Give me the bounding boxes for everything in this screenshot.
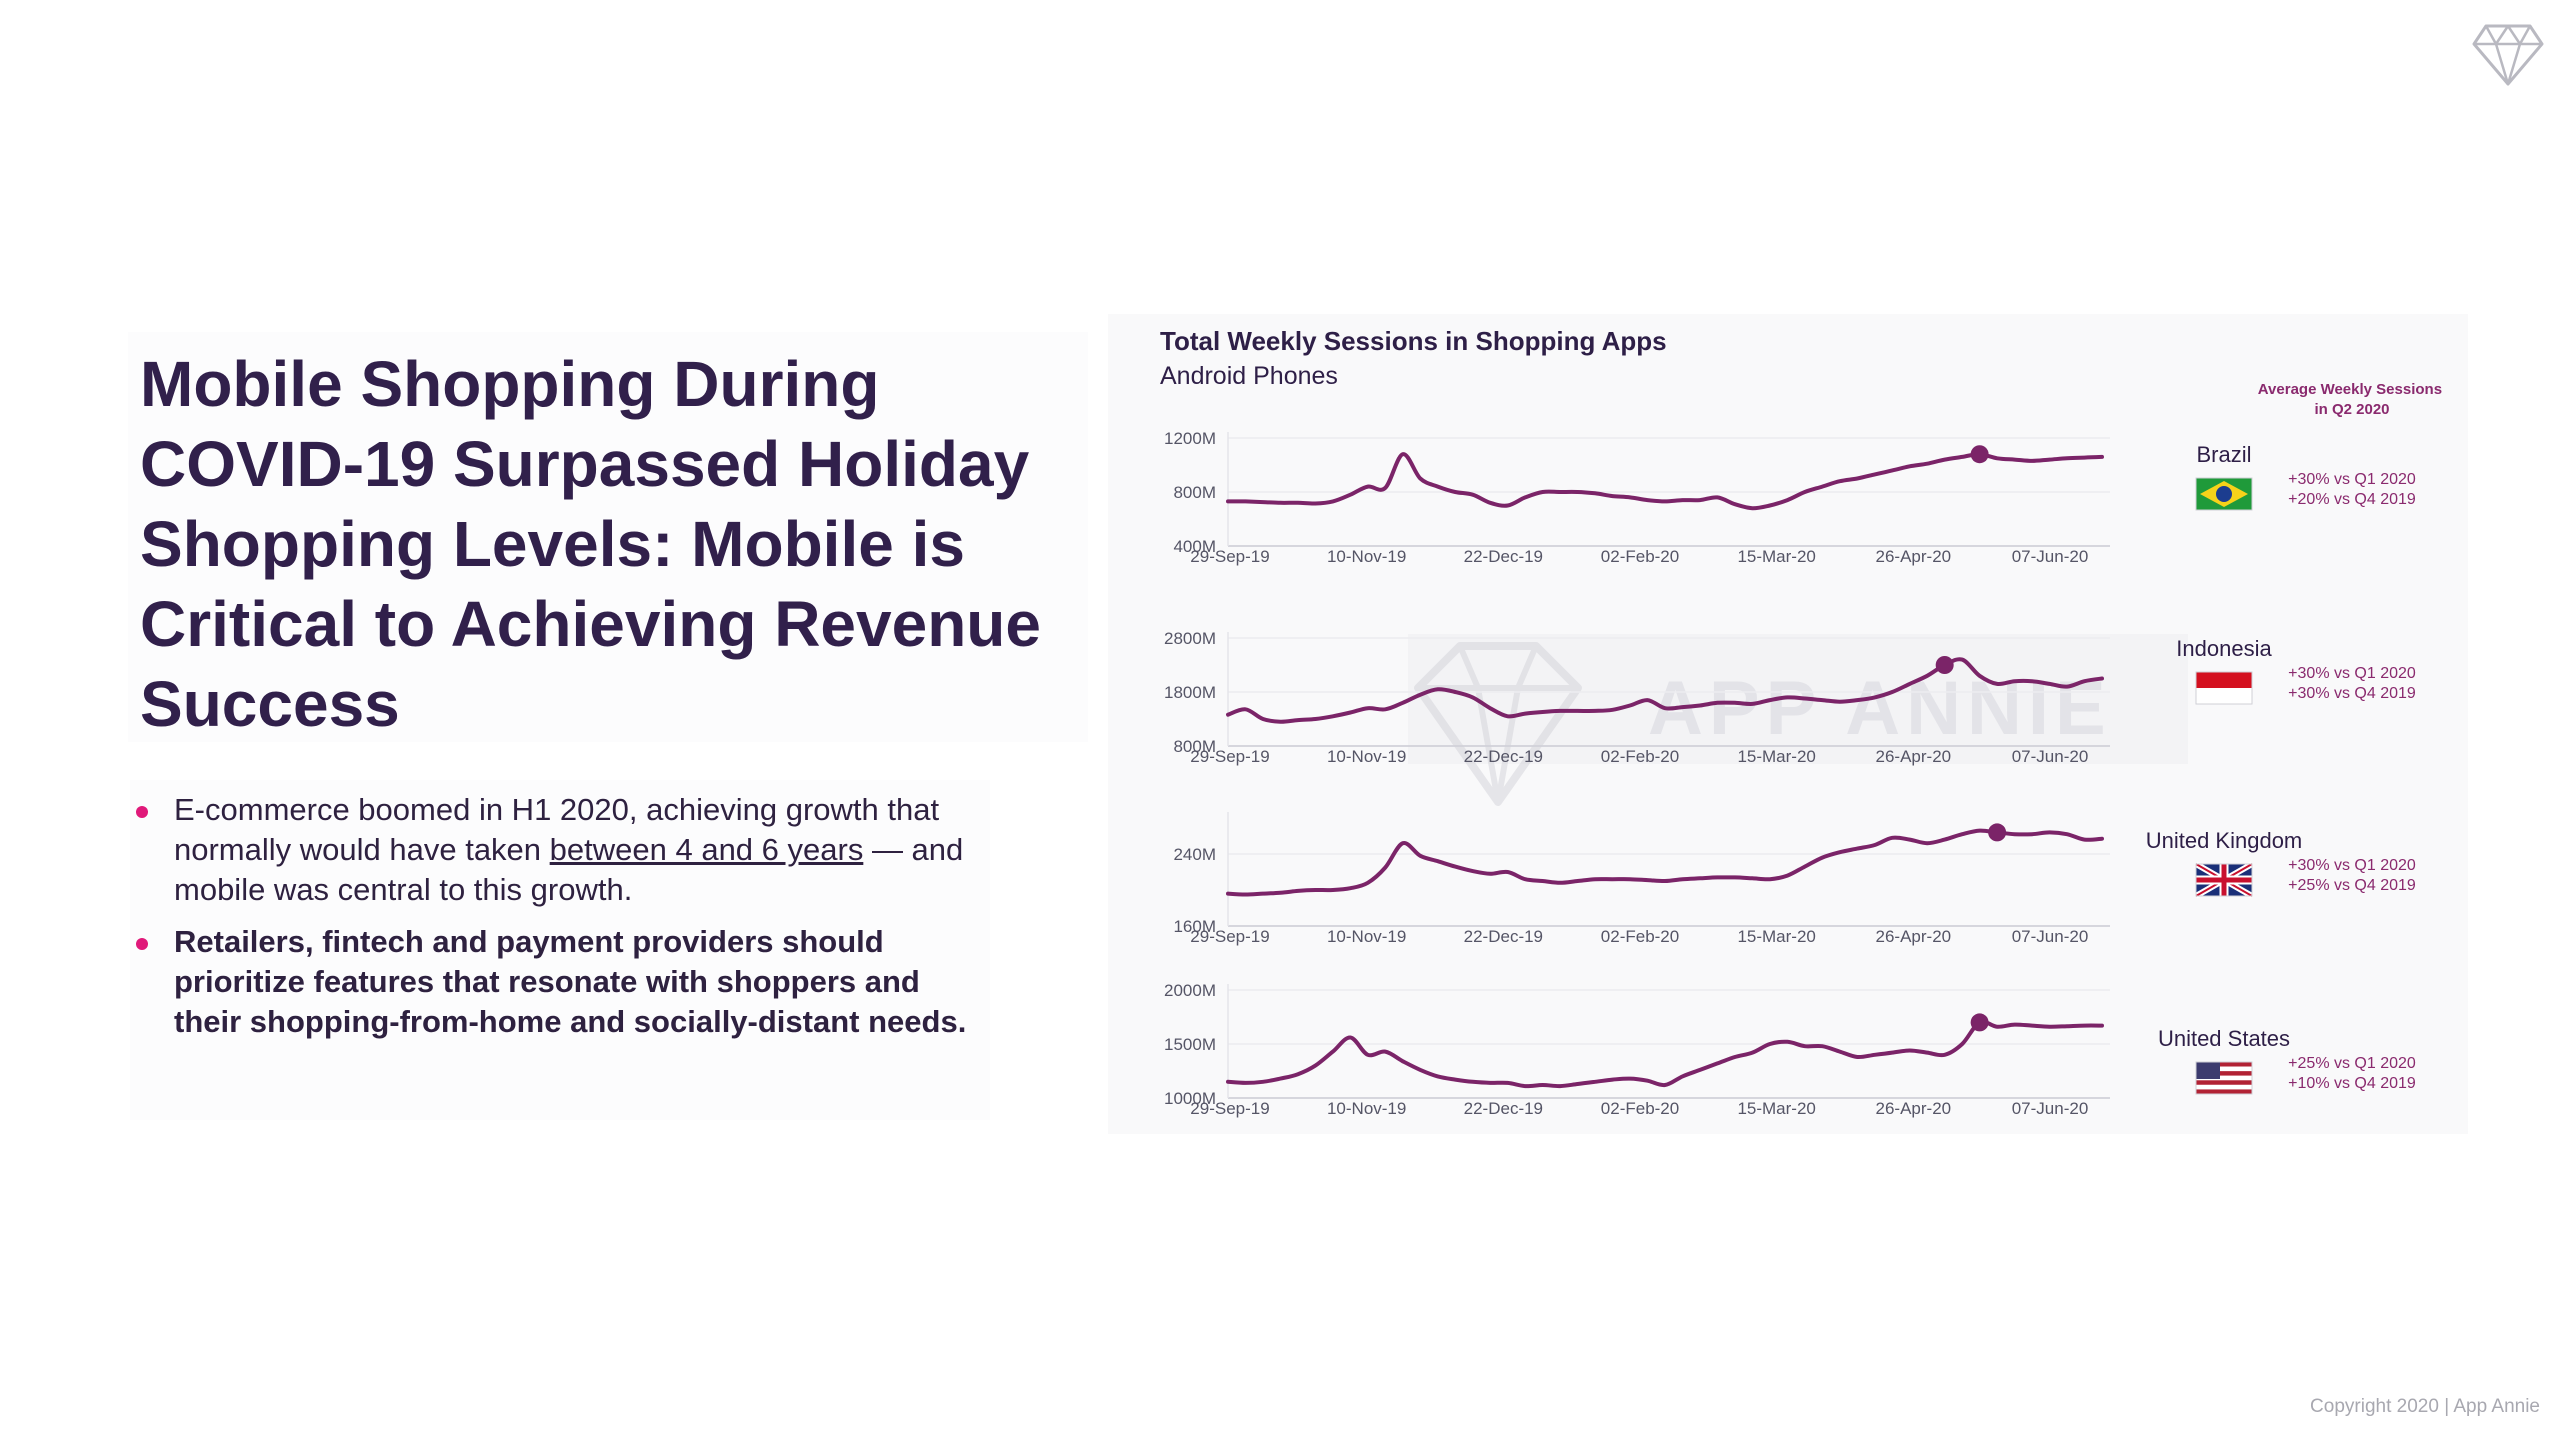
series-line	[1226, 828, 2104, 897]
bullet-item: E-commerce boomed in H1 2020, achieving …	[130, 790, 990, 910]
watermark: APP ANNIE	[1408, 634, 2188, 806]
bullet-1-text-end: — and mobile was central to this growth.	[174, 832, 964, 907]
y-tick-label: 1800M	[1164, 683, 1216, 702]
x-tick-label: 10-Nov-19	[1327, 1099, 1406, 1118]
y-tick-label: 1000M	[1164, 1089, 1216, 1108]
headline-panel	[128, 332, 1088, 742]
indonesia-flag-icon	[2195, 671, 2253, 705]
growth-stat: +30% vs Q1 2020	[2288, 857, 2416, 874]
y-tick-label: 2800M	[1164, 629, 1216, 648]
x-tick-label: 22-Dec-19	[1464, 927, 1543, 946]
x-tick-label: 10-Nov-19	[1327, 547, 1406, 566]
x-tick-label: 15-Mar-20	[1737, 1099, 1815, 1118]
q2-marker	[1970, 445, 1989, 464]
bullet-item: Retailers, fintech and payment providers…	[130, 922, 990, 1042]
x-tick-label: 29-Sep-19	[1190, 1099, 1269, 1118]
page-title: Mobile Shopping During COVID-19 Surpasse…	[140, 348, 1041, 740]
y-tick-label: 1200M	[1164, 429, 1216, 448]
growth-stat: +20% vs Q4 2019	[2288, 491, 2416, 508]
growth-stat: +25% vs Q4 2019	[2288, 877, 2416, 894]
chart-title: Total Weekly Sessions in Shopping Apps	[1160, 326, 1667, 356]
country-label: Indonesia	[2176, 636, 2272, 661]
x-tick-label: 26-Apr-20	[1876, 1099, 1952, 1118]
q2-marker	[1935, 656, 1954, 674]
x-tick-label: 07-Jun-20	[2012, 927, 2089, 946]
watermark-text: APP ANNIE	[1648, 666, 2112, 751]
x-tick-label: 10-Nov-19	[1327, 747, 1406, 766]
legend-header: Average Weekly Sessions in Q2 2020	[2258, 381, 2446, 418]
x-tick-label: 07-Jun-20	[2012, 747, 2089, 766]
growth-stat: +30% vs Q1 2020	[2288, 665, 2416, 682]
x-tick-label: 15-Mar-20	[1737, 547, 1815, 566]
x-tick-label: 10-Nov-19	[1327, 927, 1406, 946]
x-tick-label: 02-Feb-20	[1601, 1099, 1679, 1118]
y-tick-label: 800M	[1173, 737, 1216, 756]
y-tick-label: 1500M	[1164, 1035, 1216, 1054]
y-tick-label: 2000M	[1164, 981, 1216, 1000]
x-tick-label: 29-Sep-19	[1190, 927, 1269, 946]
copyright-text: Copyright 2020 | App Annie	[2310, 1396, 2540, 1417]
x-tick-label: 22-Dec-19	[1464, 1099, 1543, 1118]
bullet-2-text: Retailers, fintech and payment providers…	[174, 924, 967, 1039]
y-tick-label: 400M	[1173, 537, 1216, 556]
series-line	[1226, 452, 2104, 511]
country-label: Brazil	[2196, 442, 2251, 467]
x-tick-label: 15-Mar-20	[1737, 747, 1815, 766]
growth-link[interactable]: between 4 and 6 years	[549, 832, 864, 867]
x-tick-label: 26-Apr-20	[1876, 547, 1952, 566]
bullet-list: E-commerce boomed in H1 2020, achieving …	[130, 780, 990, 1120]
y-tick-label: 240M	[1173, 845, 1216, 864]
x-tick-label: 29-Sep-19	[1190, 547, 1269, 566]
diamond-logo-icon	[2472, 24, 2544, 86]
y-tick-label: 800M	[1173, 483, 1216, 502]
bullet-dot-icon	[136, 938, 148, 950]
y-tick-label: 160M	[1173, 917, 1216, 936]
us-flag-icon	[2195, 1061, 2253, 1095]
series-line	[1226, 657, 2104, 724]
brazil-flag-icon	[2195, 477, 2253, 511]
x-tick-label: 26-Apr-20	[1876, 927, 1952, 946]
growth-stat: +30% vs Q1 2020	[2288, 471, 2416, 488]
growth-stat: +30% vs Q4 2019	[2288, 685, 2416, 702]
x-tick-label: 15-Mar-20	[1737, 927, 1815, 946]
growth-stat: +25% vs Q1 2020	[2288, 1055, 2416, 1072]
country-label: United States	[2158, 1026, 2290, 1051]
bullet-1-text: E-commerce boomed in H1 2020, achieving …	[174, 792, 940, 867]
x-tick-label: 02-Feb-20	[1601, 747, 1679, 766]
series-line	[1226, 1019, 2104, 1089]
x-tick-label: 07-Jun-20	[2012, 1099, 2089, 1118]
x-tick-label: 02-Feb-20	[1601, 547, 1679, 566]
sessions-chart: APP ANNIE Total Weekly Sessions in Shopp…	[1160, 326, 2446, 1118]
x-tick-label: 26-Apr-20	[1876, 747, 1952, 766]
x-tick-label: 02-Feb-20	[1601, 927, 1679, 946]
country-label: United Kingdom	[2146, 828, 2303, 853]
growth-stat: +10% vs Q4 2019	[2288, 1075, 2416, 1092]
x-tick-label: 29-Sep-19	[1190, 747, 1269, 766]
x-tick-label: 07-Jun-20	[2012, 547, 2089, 566]
x-tick-label: 22-Dec-19	[1464, 747, 1543, 766]
q2-marker	[1988, 823, 2007, 842]
x-tick-label: 22-Dec-19	[1464, 547, 1543, 566]
bullet-dot-icon	[136, 806, 148, 818]
chart-subtitle: Android Phones	[1160, 362, 1338, 390]
q2-marker	[1970, 1013, 1989, 1032]
uk-flag-icon	[2194, 861, 2254, 899]
